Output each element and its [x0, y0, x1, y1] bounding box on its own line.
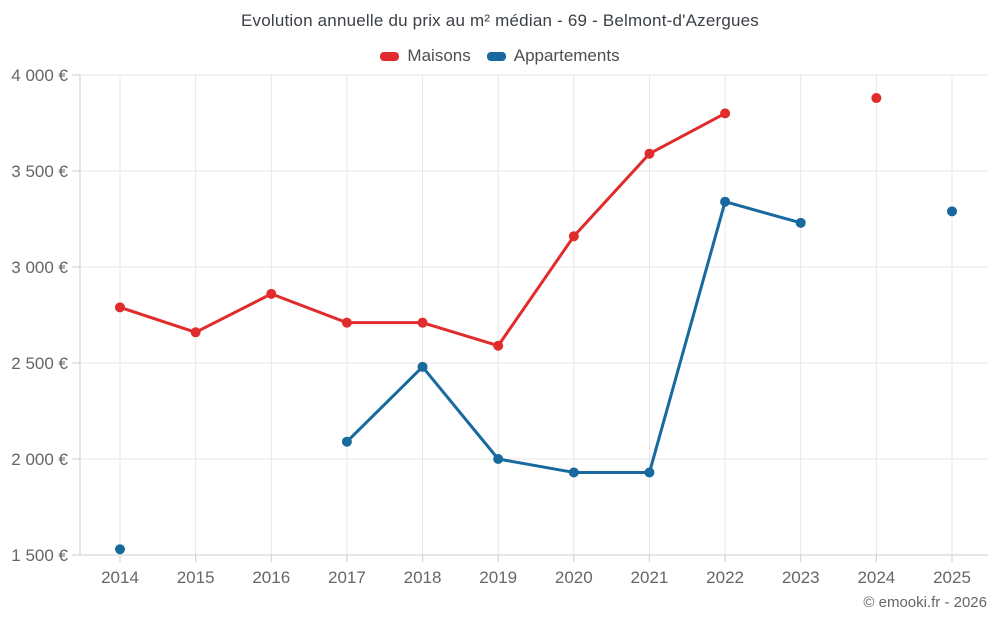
x-tick-label: 2025 — [933, 568, 971, 587]
data-point-maisons-2017[interactable] — [341, 317, 352, 328]
x-tick-label: 2023 — [782, 568, 820, 587]
x-tick-label: 2015 — [177, 568, 215, 587]
legend-item-appartements[interactable]: Appartements — [486, 46, 620, 66]
data-point-appartements-2025[interactable] — [947, 206, 957, 217]
y-tick-label: 2 500 € — [11, 354, 68, 373]
data-point-appartements-2014[interactable] — [115, 544, 125, 555]
data-point-maisons-2014[interactable] — [115, 302, 125, 313]
data-point-maisons-2022[interactable] — [720, 108, 731, 119]
chart-legend: Maisons Appartements — [0, 46, 1000, 66]
appartements-swatch-icon — [486, 51, 506, 61]
x-tick-label: 2017 — [328, 568, 366, 587]
maisons-swatch-icon — [380, 51, 400, 61]
data-point-maisons-2024[interactable] — [871, 93, 882, 104]
data-point-appartements-2019[interactable] — [493, 454, 504, 464]
y-tick-label: 4 000 € — [11, 66, 68, 85]
data-point-appartements-2023[interactable] — [795, 217, 806, 228]
data-point-maisons-2015[interactable] — [190, 327, 201, 338]
x-tick-label: 2014 — [101, 568, 139, 587]
data-point-maisons-2018[interactable] — [417, 317, 428, 328]
data-point-appartements-2021[interactable] — [644, 467, 655, 478]
y-tick-label: 2 000 € — [11, 450, 68, 469]
copyright-text: © emooki.fr - 2026 — [863, 594, 987, 611]
legend-label-maisons: Maisons — [407, 46, 471, 65]
data-point-maisons-2019[interactable] — [493, 340, 504, 351]
data-point-appartements-2022[interactable] — [720, 196, 731, 207]
chart-title: Evolution annuelle du prix au m² médian … — [240, 11, 759, 30]
x-tick-label: 2024 — [857, 568, 895, 587]
data-point-maisons-2016[interactable] — [266, 288, 277, 299]
x-tick-label: 2016 — [252, 568, 290, 587]
data-point-maisons-2020[interactable] — [568, 231, 579, 242]
x-tick-label: 2021 — [631, 568, 669, 587]
data-point-appartements-2018[interactable] — [417, 361, 428, 372]
legend-item-maisons[interactable]: Maisons — [380, 46, 471, 66]
data-point-appartements-2020[interactable] — [568, 467, 579, 478]
y-tick-label: 1 500 € — [11, 546, 68, 565]
y-tick-label: 3 500 € — [11, 162, 68, 181]
x-tick-label: 2020 — [555, 568, 593, 587]
legend-label-appartements: Appartements — [513, 46, 620, 65]
x-tick-label: 2022 — [706, 568, 744, 587]
data-point-maisons-2021[interactable] — [644, 148, 655, 159]
x-tick-label: 2019 — [479, 568, 517, 587]
x-tick-label: 2018 — [404, 568, 442, 587]
data-point-appartements-2017[interactable] — [341, 436, 352, 447]
y-tick-label: 3 000 € — [11, 258, 68, 277]
